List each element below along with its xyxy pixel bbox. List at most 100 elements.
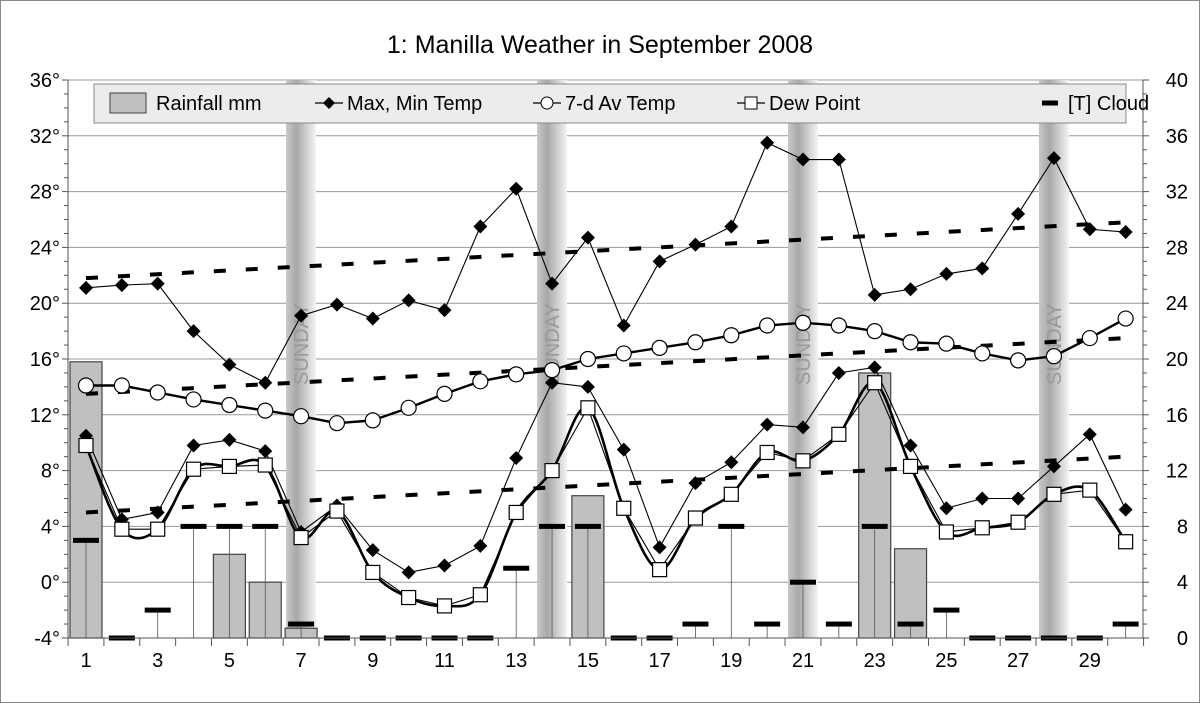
cloud-mark xyxy=(144,607,171,613)
x-tick-label: 21 xyxy=(792,650,814,672)
dew-point-marker-square xyxy=(795,453,811,469)
temp-marker-diamond xyxy=(796,152,810,167)
temp-marker-diamond xyxy=(1046,151,1061,166)
temp-marker-diamond xyxy=(831,365,846,380)
dew-point-marker-square xyxy=(759,444,775,461)
temp-marker-diamond xyxy=(939,266,954,281)
x-tick-label: 9 xyxy=(367,650,378,672)
avg-temp-marker-circle xyxy=(974,345,991,362)
left-tick-label: 4° xyxy=(41,516,60,538)
temp-marker-diamond xyxy=(509,181,524,196)
cloud-mark xyxy=(288,621,315,627)
temp-marker-diamond xyxy=(652,254,667,269)
legend-square-marker xyxy=(744,96,758,110)
legend-cloud-swatch xyxy=(1042,100,1058,106)
temp-marker-diamond xyxy=(724,455,739,470)
avg-temp-marker-circle xyxy=(794,314,812,331)
temp-marker-diamond xyxy=(1082,222,1097,237)
dew-point-marker-square xyxy=(544,463,560,479)
temp-marker-diamond xyxy=(867,360,882,375)
temp-marker-diamond xyxy=(867,287,882,302)
dew-point-marker-square xyxy=(221,458,237,475)
avg-temp-marker-circle xyxy=(328,415,346,432)
legend-circle-marker xyxy=(540,96,554,110)
avg-temp-marker-circle xyxy=(436,385,453,402)
temp-marker-diamond xyxy=(258,444,273,459)
right-tick-label: 32 xyxy=(1166,182,1188,204)
temp-marker-diamond xyxy=(365,311,380,326)
x-tick-label: 11 xyxy=(434,650,455,672)
temp-marker-diamond xyxy=(831,152,846,167)
avg-temp-marker-circle xyxy=(113,377,130,394)
dew-point-marker-square xyxy=(114,521,130,537)
left-tick-label: 20° xyxy=(30,293,60,315)
dew-point-marker-square xyxy=(902,458,919,475)
dew-point-marker-square xyxy=(436,598,453,614)
temp-marker-diamond xyxy=(939,501,954,516)
x-tick-label: 5 xyxy=(224,650,235,672)
temp-marker-diamond xyxy=(473,538,488,553)
x-tick-label: 13 xyxy=(505,650,527,672)
avg-temp-marker-circle xyxy=(543,362,561,379)
avg-temp-marker-circle xyxy=(1081,329,1098,347)
avg-temp-marker-circle xyxy=(77,377,95,394)
dew-point-marker-square xyxy=(185,461,202,477)
right-tick-label: 28 xyxy=(1166,237,1188,259)
x-tick-label: 7 xyxy=(296,650,307,672)
x-tick-label: 27 xyxy=(1007,650,1029,672)
avg-temp-marker-circle xyxy=(149,384,166,401)
temp-marker-diamond xyxy=(1082,427,1097,442)
avg-temp-marker-circle xyxy=(830,317,847,334)
right-tick-label: 20 xyxy=(1166,349,1188,371)
temp-marker-diamond xyxy=(688,476,703,491)
dew-point-marker-square xyxy=(580,400,596,416)
cloud-mark xyxy=(1112,621,1139,627)
temp-marker-diamond xyxy=(616,442,631,457)
dew-point-marker-square xyxy=(329,503,345,519)
right-tick-label: 8 xyxy=(1177,516,1188,538)
temp-marker-diamond xyxy=(222,432,237,447)
temp-marker-diamond xyxy=(1118,225,1133,240)
temp-marker-diamond xyxy=(473,219,488,234)
cloud-mark xyxy=(861,523,888,529)
dew-point-marker-square xyxy=(938,524,955,540)
left-tick-label: 8° xyxy=(41,461,60,483)
avg-temp-marker-circle xyxy=(1009,352,1027,369)
temp-marker-diamond xyxy=(1118,502,1133,517)
x-tick-label: 15 xyxy=(577,650,599,672)
temp-marker-diamond xyxy=(114,278,129,293)
cloud-mark xyxy=(180,523,207,529)
right-tick-label: 4 xyxy=(1177,572,1188,594)
chart-title: 1: Manilla Weather in September 2008 xyxy=(387,31,813,59)
left-tick-label: 12° xyxy=(30,405,60,427)
dew-point-marker-square xyxy=(365,564,381,581)
temp-marker-diamond xyxy=(222,357,237,372)
temp-marker-diamond xyxy=(329,297,344,312)
avg-temp-marker-circle xyxy=(364,412,381,429)
avg-temp-marker-circle xyxy=(221,396,238,414)
dew-point-marker-square xyxy=(401,589,417,606)
temp-marker-diamond xyxy=(294,308,309,323)
temp-marker-diamond xyxy=(150,505,165,520)
x-tick-label: 29 xyxy=(1079,650,1101,672)
avg-temp-marker-circle xyxy=(185,391,202,408)
cloud-mark xyxy=(682,621,709,627)
temp-marker-diamond xyxy=(652,540,667,555)
right-tick-label: 0 xyxy=(1177,628,1188,650)
temp-marker-diamond xyxy=(616,318,631,333)
temp-marker-diamond xyxy=(1046,459,1061,474)
right-tick-label: 12 xyxy=(1166,461,1188,483)
dew-point-marker-square xyxy=(150,521,166,537)
left-tick-label: 36° xyxy=(30,70,60,92)
x-tick-label: 17 xyxy=(648,650,670,672)
dew-point-marker-square xyxy=(1046,486,1062,502)
avg-temp-marker-circle xyxy=(1117,310,1134,327)
dew-point-marker-square xyxy=(472,587,488,603)
temp-marker-diamond xyxy=(580,379,595,394)
cloud-mark xyxy=(539,523,566,529)
avg-temp-marker-circle xyxy=(400,399,417,416)
cloud-mark xyxy=(574,523,601,529)
dew-point-marker-square xyxy=(1010,514,1026,530)
avg-temp-marker-circle xyxy=(293,408,310,425)
